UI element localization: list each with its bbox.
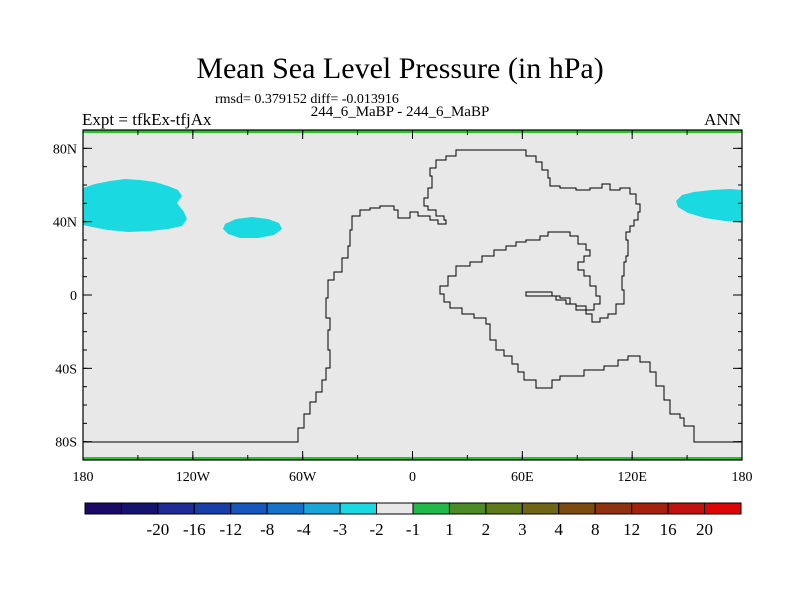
colorbar-label: 20: [696, 520, 713, 539]
colorbar-swatch: [704, 502, 742, 515]
colorbar-swatch: [558, 502, 596, 515]
colorbar-swatch: [667, 502, 706, 515]
colorbar-label: -20: [147, 520, 170, 539]
lat-tick-label: 80S: [55, 436, 77, 451]
colorbar-label: -2: [369, 520, 383, 539]
lat-tick-label: 40S: [55, 362, 77, 377]
rmsd-diff-stats: rmsd= 0.379152 diff= -0.013916: [215, 92, 399, 107]
colorbar-swatch: [521, 502, 560, 515]
lon-tick-label: 120E: [617, 470, 647, 485]
lat-tick-label: 40N: [53, 216, 77, 231]
anomaly-contours: [83, 179, 742, 238]
map-background: [83, 130, 742, 460]
lon-tick-label: 180: [73, 470, 94, 485]
plot-subtitle: 244_6_MaBP - 244_6_MaBP: [310, 104, 490, 120]
colorbar-swatch: [157, 502, 195, 515]
colorbar-labels: -20 -16 -12 -8 -4 -3 -2 -1 1 2 3 4 8 12 16 20: [147, 520, 714, 539]
colorbar-swatch: [339, 502, 378, 515]
colorbar-swatch: [376, 502, 414, 515]
axis-ticks: [82, 130, 743, 460]
colorbar-swatch: [84, 502, 122, 515]
colorbar-label: -3: [333, 520, 347, 539]
colorbar-label: 3: [518, 520, 527, 539]
colorbar-swatch: [594, 502, 633, 515]
colorbar-label: 16: [660, 520, 677, 539]
lat-tick-label: 80N: [53, 142, 77, 157]
colorbar-label: 4: [555, 520, 564, 539]
colorbar-swatch: [266, 502, 305, 515]
plot-title: Mean Sea Level Pressure (in hPa): [196, 52, 604, 85]
north-atlantic-low-anomaly: [223, 217, 282, 238]
lon-tick-label: 60E: [511, 470, 534, 485]
colorbar-label: -12: [219, 520, 242, 539]
lon-tick-label: 0: [409, 470, 416, 485]
colorbar-label: 8: [591, 520, 600, 539]
colorbar-label: 12: [623, 520, 640, 539]
tethys-inner-coastline: [439, 231, 742, 443]
colorbar-label: -1: [406, 520, 420, 539]
colorbar-label: 2: [482, 520, 491, 539]
colorbar-swatch: [412, 502, 450, 515]
colorbar-swatch: [448, 502, 487, 515]
lon-tick-label: 180: [732, 470, 753, 485]
lat-tick-label: 0: [70, 289, 77, 304]
lon-tick-label: 120W: [176, 470, 211, 485]
continent-outlines: [83, 149, 742, 443]
pangea-coastline: [83, 149, 641, 443]
season-label: ANN: [704, 110, 741, 129]
map-fill: [83, 130, 742, 460]
colorbar-swatch: [120, 502, 159, 515]
north-pacific-low-anomaly: [83, 179, 187, 232]
colorbar-swatch: [230, 502, 268, 515]
lon-tick-label: 60W: [289, 470, 317, 485]
colorbar-swatch: [303, 502, 341, 515]
colorbar-label: -16: [183, 520, 206, 539]
colorbar-swatch: [485, 502, 523, 515]
axis-tick-labels: 80N 40N 0 40S 80S 180 120W 60W 0 60E 120E 180: [53, 142, 753, 485]
colorbar: [84, 502, 742, 515]
colorbar-swatch: [193, 502, 232, 515]
colorbar-label: 1: [445, 520, 454, 539]
northwest-pacific-low-anomaly: [676, 189, 742, 222]
colorbar-label: -4: [297, 520, 312, 539]
colorbar-swatch: [631, 502, 669, 515]
experiment-label: Expt = tfkEx-tfjAx: [82, 110, 212, 129]
colorbar-label: -8: [260, 520, 274, 539]
